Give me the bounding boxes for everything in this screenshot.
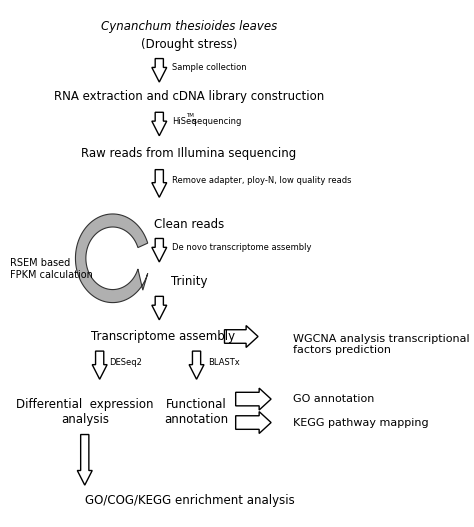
- Text: Raw reads from Illumina sequencing: Raw reads from Illumina sequencing: [82, 148, 297, 161]
- Polygon shape: [75, 214, 148, 302]
- FancyArrow shape: [152, 170, 167, 197]
- Text: Functional
annotation: Functional annotation: [164, 398, 228, 426]
- FancyArrow shape: [152, 112, 167, 136]
- Text: Remove adapter, ploy-N, low quality reads: Remove adapter, ploy-N, low quality read…: [173, 177, 352, 186]
- Text: (Drought stress): (Drought stress): [141, 38, 237, 51]
- FancyArrow shape: [236, 412, 271, 434]
- FancyArrow shape: [189, 351, 204, 379]
- FancyArrow shape: [152, 296, 167, 320]
- FancyArrow shape: [92, 351, 107, 379]
- Text: RNA extraction and cDNA library construction: RNA extraction and cDNA library construc…: [54, 90, 324, 103]
- Text: KEGG pathway mapping: KEGG pathway mapping: [293, 417, 429, 427]
- Text: GO annotation: GO annotation: [293, 394, 375, 404]
- FancyArrow shape: [77, 435, 92, 485]
- FancyArrow shape: [225, 326, 258, 347]
- Text: HiSeq: HiSeq: [173, 117, 197, 126]
- Text: RSEM based
FPKM calculation: RSEM based FPKM calculation: [10, 258, 93, 279]
- Text: TM: TM: [186, 113, 194, 118]
- FancyArrow shape: [152, 58, 167, 82]
- Text: GO/COG/KEGG enrichment analysis: GO/COG/KEGG enrichment analysis: [85, 494, 294, 508]
- Text: Trinity: Trinity: [171, 275, 207, 288]
- Text: Differential  expression
analysis: Differential expression analysis: [16, 398, 154, 426]
- Text: Sample collection: Sample collection: [173, 63, 247, 72]
- Text: Clean reads: Clean reads: [154, 218, 224, 231]
- Text: BLASTx: BLASTx: [209, 358, 240, 367]
- Text: Cynanchum thesioides leaves: Cynanchum thesioides leaves: [101, 19, 277, 33]
- Text: WGCNA analysis transcriptional
factors prediction: WGCNA analysis transcriptional factors p…: [293, 334, 470, 355]
- FancyArrow shape: [152, 239, 167, 262]
- Text: Transcriptome assembly: Transcriptome assembly: [91, 330, 235, 343]
- FancyArrow shape: [236, 388, 271, 410]
- Text: sequencing: sequencing: [190, 117, 242, 126]
- Text: DESeq2: DESeq2: [109, 358, 142, 367]
- Text: De novo transcriptome assembly: De novo transcriptome assembly: [173, 243, 312, 252]
